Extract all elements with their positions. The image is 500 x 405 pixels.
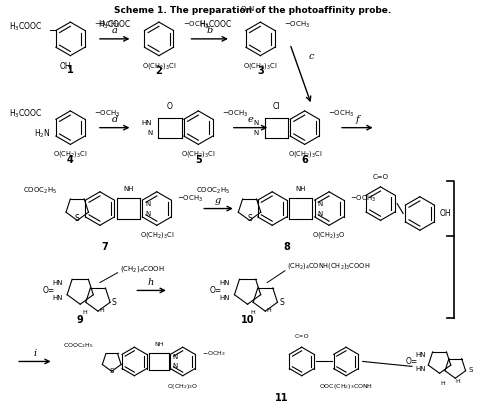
Text: O(CH$_2$)$_3$Cl: O(CH$_2$)$_3$Cl <box>140 230 174 240</box>
Text: 4: 4 <box>67 155 73 165</box>
Text: Scheme 1. The preparation of the photoaffinity probe.: Scheme 1. The preparation of the photoaf… <box>114 6 391 15</box>
Text: O=: O= <box>406 357 418 366</box>
Text: NH: NH <box>154 342 164 347</box>
Text: d: d <box>112 115 118 124</box>
Text: O=: O= <box>42 286 54 295</box>
Text: O(CH$_2$)$_3$Cl: O(CH$_2$)$_3$Cl <box>142 61 176 70</box>
Text: $-$OCH$_3$: $-$OCH$_3$ <box>182 20 209 30</box>
Text: COOC$_2$H$_5$: COOC$_2$H$_5$ <box>196 186 230 196</box>
Text: H$_3$COOC: H$_3$COOC <box>98 19 132 31</box>
Text: HN: HN <box>416 367 426 372</box>
Text: S: S <box>112 298 116 307</box>
Text: S: S <box>75 214 80 223</box>
Text: HN: HN <box>416 352 426 358</box>
Text: $-$OCH$_3$: $-$OCH$_3$ <box>202 349 226 358</box>
Text: N: N <box>254 119 258 126</box>
Text: N: N <box>172 363 178 369</box>
Text: H: H <box>455 379 460 384</box>
Text: C=O: C=O <box>294 334 309 339</box>
Text: N: N <box>318 211 322 217</box>
Text: 2: 2 <box>156 66 162 77</box>
Text: $-$OCH$_3$: $-$OCH$_3$ <box>178 194 204 204</box>
Text: (CH$_2$)$_4$COOH: (CH$_2$)$_4$COOH <box>120 264 164 274</box>
Text: OOC(CH$_2$)$_3$CONH: OOC(CH$_2$)$_3$CONH <box>319 382 373 391</box>
Text: 8: 8 <box>284 242 290 252</box>
Text: b: b <box>207 26 214 36</box>
Text: H$_3$COOC: H$_3$COOC <box>9 21 43 33</box>
Text: O(CH$_2$)$_3$O: O(CH$_2$)$_3$O <box>312 230 346 240</box>
Text: H$_3$COOC: H$_3$COOC <box>199 19 233 31</box>
Text: H$_2$N: H$_2$N <box>34 127 50 140</box>
Text: N: N <box>318 200 322 207</box>
Text: C=O: C=O <box>372 174 388 180</box>
Text: S: S <box>468 367 472 373</box>
Text: HN: HN <box>142 119 152 126</box>
Text: Cl: Cl <box>272 102 280 111</box>
Text: NH: NH <box>123 185 134 192</box>
Text: H: H <box>83 310 87 315</box>
Text: 1: 1 <box>67 66 73 75</box>
Text: COOC$_2$H$_5$: COOC$_2$H$_5$ <box>64 341 94 350</box>
Text: c: c <box>309 52 314 61</box>
Text: H: H <box>250 310 255 315</box>
Text: 3: 3 <box>257 66 264 77</box>
Text: N: N <box>147 130 152 136</box>
Text: H: H <box>267 308 272 313</box>
Text: $-$OCH$_3$: $-$OCH$_3$ <box>284 20 310 30</box>
Text: (CH$_2$)$_4$CONH(CH$_2$)$_3$COOH: (CH$_2$)$_4$CONH(CH$_2$)$_3$COOH <box>287 261 370 271</box>
Text: O(CH$_2$)$_3$O: O(CH$_2$)$_3$O <box>167 382 198 391</box>
Text: S: S <box>110 368 114 374</box>
Text: $-$OCH$_3$: $-$OCH$_3$ <box>328 109 354 119</box>
Text: NH: NH <box>296 185 306 192</box>
Text: a: a <box>112 26 117 36</box>
Text: 7: 7 <box>102 242 108 252</box>
Text: HN: HN <box>52 279 62 286</box>
Text: e: e <box>248 115 254 124</box>
Text: i: i <box>34 349 36 358</box>
Text: S: S <box>279 298 284 307</box>
Text: COOC$_2$H$_5$: COOC$_2$H$_5$ <box>24 186 58 196</box>
Text: H$_3$COOC: H$_3$COOC <box>9 108 43 120</box>
Text: N: N <box>145 211 150 217</box>
Text: O(CH$_2$)$_3$Cl: O(CH$_2$)$_3$Cl <box>53 149 88 159</box>
Text: 11: 11 <box>276 393 289 403</box>
Text: h: h <box>148 278 154 287</box>
Text: H: H <box>440 381 445 386</box>
Text: f: f <box>356 115 360 124</box>
Text: O(CH$_2$)$_3$Cl: O(CH$_2$)$_3$Cl <box>243 61 278 70</box>
Text: N: N <box>254 130 258 136</box>
Text: O=: O= <box>210 286 222 295</box>
Text: 10: 10 <box>241 315 254 325</box>
Text: OH: OH <box>60 62 72 70</box>
Text: $-$OCH$_3$: $-$OCH$_3$ <box>94 109 120 119</box>
Text: S: S <box>247 214 252 223</box>
Text: 6: 6 <box>302 155 308 165</box>
Text: g: g <box>215 196 221 205</box>
Text: OH: OH <box>440 209 451 218</box>
Text: 5: 5 <box>195 155 202 165</box>
Text: HN: HN <box>52 295 62 301</box>
Text: 9: 9 <box>77 315 84 325</box>
Text: O(CH$_2$)$_3$Cl: O(CH$_2$)$_3$Cl <box>181 149 216 159</box>
Text: O$_2$N: O$_2$N <box>240 5 256 15</box>
Text: $-$OCH$_3$: $-$OCH$_3$ <box>94 20 120 30</box>
Text: H: H <box>100 308 104 313</box>
Text: O(CH$_2$)$_3$Cl: O(CH$_2$)$_3$Cl <box>288 149 322 159</box>
Text: O: O <box>167 102 173 111</box>
Text: $-$OCH$_3$: $-$OCH$_3$ <box>350 194 376 204</box>
Text: N: N <box>145 200 150 207</box>
Text: HN: HN <box>220 295 230 301</box>
Text: HN: HN <box>220 279 230 286</box>
Text: N: N <box>172 354 178 360</box>
Text: $-$OCH$_3$: $-$OCH$_3$ <box>222 109 248 119</box>
